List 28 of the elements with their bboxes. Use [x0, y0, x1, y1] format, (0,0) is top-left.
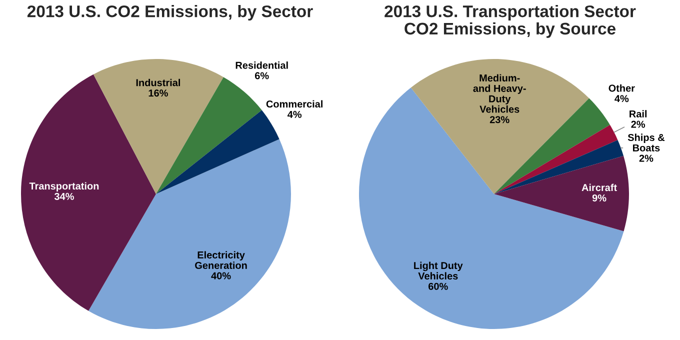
data-label: 34%: [54, 192, 74, 200]
slice-label: Ships & Boats: [628, 134, 665, 152]
data-label: 4%: [287, 110, 302, 118]
chart-title: 2013 U.S. CO2 Emissions, by Sector: [27, 5, 313, 21]
data-label: 40%: [211, 272, 231, 280]
data-label: 4%: [614, 95, 629, 102]
slice-label: Residential: [236, 62, 288, 69]
slice-label: Electricity Generation: [195, 251, 247, 269]
data-label: 9%: [592, 194, 606, 202]
data-label: 2%: [631, 120, 646, 128]
data-label: 23%: [490, 116, 510, 124]
slice-label: Commercial: [266, 100, 322, 108]
chart-title: 2013 U.S. Transportation Sector CO2 Emissions, by Source: [384, 5, 636, 38]
data-label: 6%: [254, 72, 269, 80]
slice-label: Transportation: [29, 182, 99, 192]
slice-label: Light Duty Vehicles: [414, 262, 463, 280]
data-label: 2%: [639, 154, 654, 162]
slice-label: Rail: [630, 110, 647, 118]
data-label: 60%: [428, 282, 448, 290]
slice-label: Aircraft: [582, 184, 617, 192]
pie-slice: [494, 140, 624, 194]
slice-label: Medium- and Heavy- Duty Vehicles: [473, 74, 526, 113]
pie-slice: [494, 124, 618, 194]
pie-slice: [156, 110, 280, 194]
slice-label: Other: [608, 84, 635, 92]
pie-slice: [494, 156, 629, 232]
slice-label: Industrial: [136, 78, 180, 86]
data-label: 16%: [148, 90, 168, 97]
